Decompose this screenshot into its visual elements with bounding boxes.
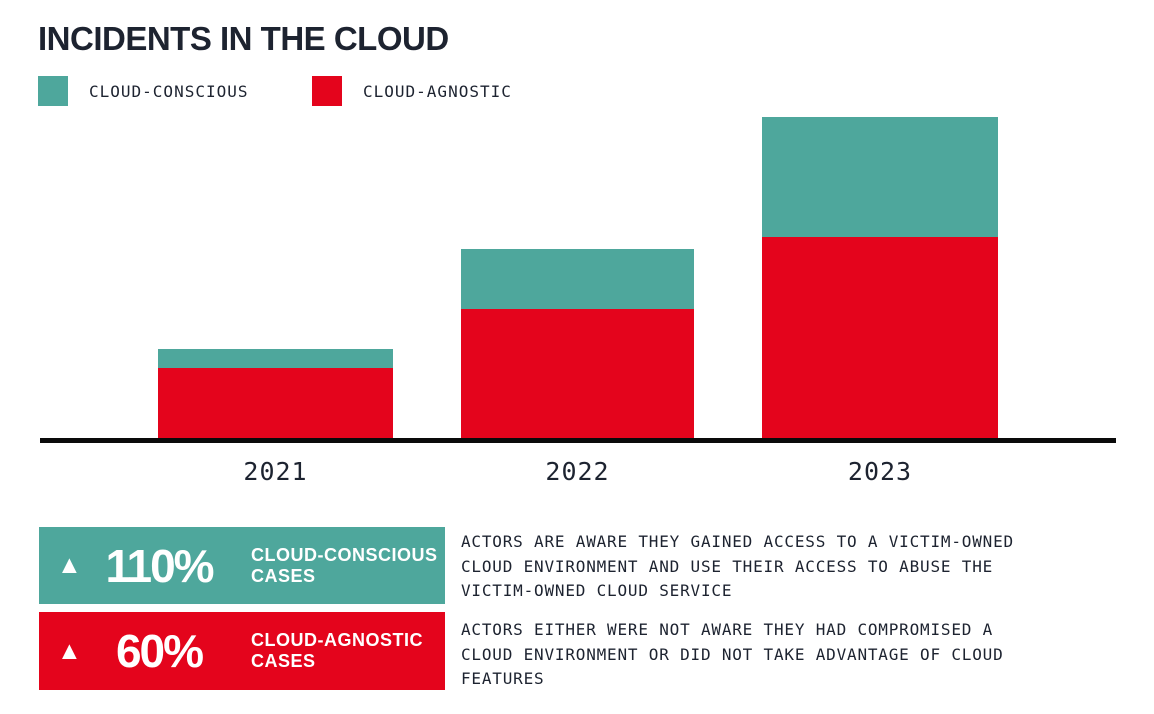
x-axis-tick-label-2023: 2023 [847, 457, 913, 486]
bar-group-2021 [158, 349, 393, 438]
bar-segment-cloud-agnostic [762, 237, 998, 438]
bar-segment-cloud-conscious [762, 117, 998, 237]
bar-segment-cloud-agnostic [158, 368, 393, 438]
bar-segment-cloud-conscious [461, 249, 694, 309]
x-axis-tick-label-2022: 2022 [545, 457, 610, 486]
callout-label-cloud-agnostic: CLOUD-AGNOSTIC CASES [251, 630, 423, 671]
percent-value-cloud-agnostic: 60% [115, 625, 204, 677]
up-triangle-icon: ▲ [57, 551, 82, 579]
bar-segment-cloud-agnostic [461, 309, 694, 438]
legend-label-cloud-agnostic: CLOUD-AGNOSTIC [363, 81, 512, 101]
x-axis-tick-label-2021: 2021 [243, 457, 308, 486]
x-axis-line [40, 438, 1116, 443]
legend-swatch-cloud-agnostic-icon [312, 76, 342, 106]
callout-cloud-conscious: ▲ 110% CLOUD-CONSCIOUS CASES [39, 527, 445, 604]
callout-description-cloud-agnostic: ACTORS EITHER WERE NOT AWARE THEY HAD CO… [461, 620, 1004, 688]
legend-label-cloud-conscious: CLOUD-CONSCIOUS [89, 81, 249, 101]
up-triangle-icon: ▲ [57, 636, 82, 665]
bar-segment-cloud-conscious [158, 349, 393, 368]
bar-group-2023 [762, 117, 998, 438]
callout-cloud-agnostic: ▲ 60% CLOUD-AGNOSTIC CASES [39, 612, 445, 690]
legend-item-cloud-agnostic: CLOUD-AGNOSTIC [312, 76, 512, 106]
callout-label-cloud-conscious: CLOUD-CONSCIOUS CASES [251, 544, 438, 586]
chart-title: INCIDENTS IN THE CLOUD [38, 20, 449, 57]
bar-group-2022 [461, 249, 694, 438]
callout-description-cloud-conscious: ACTORS ARE AWARE THEY GAINED ACCESS TO A… [461, 532, 1014, 600]
legend-item-cloud-conscious: CLOUD-CONSCIOUS [38, 76, 249, 106]
percent-value-cloud-conscious: 110% [105, 539, 214, 592]
legend-swatch-cloud-conscious-icon [38, 76, 68, 106]
